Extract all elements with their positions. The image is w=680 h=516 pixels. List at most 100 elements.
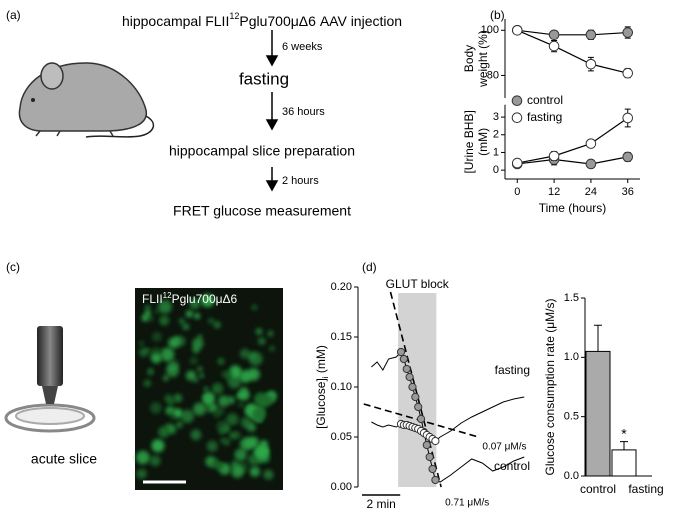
legend-marker (511, 112, 523, 123)
cell-spot (189, 356, 198, 365)
cell-spot (136, 468, 147, 480)
cell-spot (168, 337, 180, 349)
data-point (622, 27, 634, 38)
cell-spot (256, 446, 268, 458)
cell-spot (151, 353, 162, 364)
legend-marker (511, 95, 523, 106)
cell-spot (269, 345, 275, 352)
microscope-illustration (4, 326, 96, 433)
legend-label: control (527, 93, 563, 107)
cell-spot (192, 337, 204, 350)
data-point (422, 440, 431, 450)
category-label: fasting (628, 482, 663, 496)
title-suffix: Pglu700μΔ6 AAV injection (239, 13, 402, 29)
data-point (399, 354, 408, 364)
cell-spot (160, 347, 175, 362)
cell-spot (149, 455, 161, 467)
data-point (585, 29, 597, 41)
cell-spot (141, 314, 149, 322)
cell-spot (236, 392, 244, 399)
y-tick-label: 0.05 (331, 431, 352, 443)
cell-spot (182, 323, 190, 331)
protocol-step: 2 hours (282, 175, 319, 187)
cell-spot (151, 331, 162, 342)
cell-spot (180, 409, 195, 423)
protocol-title: hippocampal FLII12Pglu700μΔ6 AAV injecti… (122, 11, 402, 28)
y-label-main: Glucose consumption rate (μM/s) (543, 299, 557, 476)
y-label-subscript: i (321, 376, 330, 378)
y-tick-label: 0.0 (564, 470, 579, 482)
cell-spot (145, 305, 151, 311)
data-point (396, 347, 406, 357)
data-point (416, 414, 426, 424)
cell-spot (154, 309, 160, 315)
title-prefix: hippocampal FLII (122, 13, 229, 29)
data-point (411, 392, 420, 402)
data-point (428, 464, 437, 474)
data-point (408, 382, 417, 392)
data-point (548, 150, 560, 162)
y-tick-label: 2 (493, 129, 499, 141)
x-tick-label: 36 (622, 186, 634, 198)
cell-spot (239, 386, 248, 395)
bar (611, 449, 637, 477)
cell-spot (213, 413, 219, 419)
cell-spot (217, 357, 225, 366)
y-tick-label: 0.10 (331, 381, 352, 393)
data-point (511, 157, 523, 169)
x-tick-label: 0 (514, 186, 520, 198)
sensor-label: FLII12Pglu700μΔ6 (142, 291, 238, 306)
y-axis-label: (mM) (476, 128, 490, 156)
cell-spot (201, 297, 207, 303)
protocol-step: 6 weeks (282, 41, 323, 53)
cell-spot (221, 370, 229, 378)
y-axis-label: [Glucose]i (mM) (314, 345, 330, 429)
cell-spot (196, 366, 203, 373)
data-point (431, 475, 440, 485)
data-point (402, 364, 411, 374)
cell-spot (199, 373, 204, 378)
cell-spot (175, 420, 184, 429)
shade-label: GLUT block (386, 277, 450, 291)
cell-spot (226, 413, 239, 426)
title-superscript: 12 (229, 11, 239, 21)
y-tick-label: 1 (493, 146, 499, 158)
cell-spot (203, 386, 209, 391)
cell-spot (216, 462, 224, 470)
data-point (585, 158, 597, 170)
slice-label: acute slice (31, 451, 97, 467)
sensor-superscript: 12 (163, 291, 172, 300)
data-point (425, 452, 434, 462)
cell-spot (263, 469, 274, 480)
cell-spot (165, 405, 175, 416)
cell-spot (197, 334, 203, 340)
cell-spot (247, 436, 259, 449)
series-line (517, 29, 628, 36)
cell-spot (248, 351, 263, 366)
data-point (585, 138, 597, 149)
panel-label: (d) (362, 260, 377, 274)
cell-spot (189, 298, 201, 310)
x-tick-label: 24 (585, 186, 597, 198)
y-tick-label: 0.15 (331, 331, 352, 343)
protocol-step: 36 hours (282, 106, 325, 118)
x-tick-label: 12 (548, 186, 560, 198)
cell-spot (151, 439, 165, 453)
cell-spot (159, 315, 170, 326)
cell-spot (238, 402, 244, 408)
category-label: control (580, 482, 616, 496)
cell-spot (190, 429, 202, 441)
cell-spot (252, 407, 266, 422)
bar (585, 350, 611, 477)
cell-spot (145, 347, 150, 353)
cell-spot (136, 450, 150, 465)
series-line (517, 156, 628, 165)
data-point (548, 40, 560, 52)
y-tick-label: 1.5 (564, 292, 579, 304)
cell-spot (206, 440, 218, 452)
cell-spot (257, 337, 266, 346)
cell-spot (205, 402, 217, 413)
panel-label: (c) (6, 260, 20, 274)
y-axis-label: [Urine BHB] (462, 110, 476, 173)
cell-spot (247, 368, 260, 381)
